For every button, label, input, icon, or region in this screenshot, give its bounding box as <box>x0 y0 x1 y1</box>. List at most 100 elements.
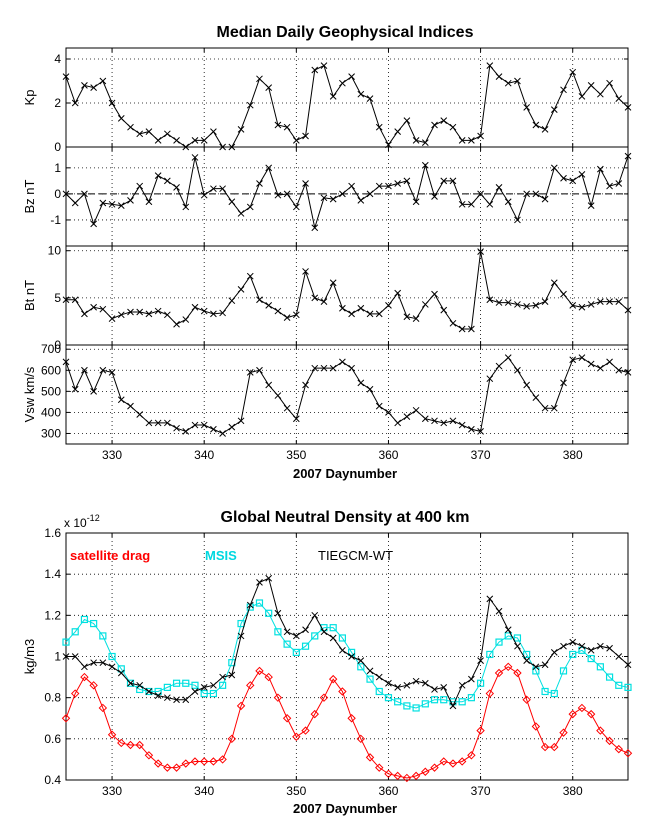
data-point <box>163 177 171 185</box>
data-point <box>514 77 521 85</box>
data-point <box>246 272 254 280</box>
data-point <box>431 193 438 200</box>
data-point <box>578 93 586 100</box>
data-point <box>477 132 484 140</box>
data-point <box>357 90 365 98</box>
data-point <box>577 703 587 713</box>
data-point <box>624 683 632 691</box>
data-point <box>366 190 374 198</box>
data-point <box>329 93 337 100</box>
data-point <box>329 364 337 372</box>
data-point <box>532 302 540 309</box>
series-line-0 <box>65 64 629 148</box>
data-point <box>596 726 605 735</box>
data-point <box>292 203 300 211</box>
data-point <box>274 191 282 199</box>
data-point <box>403 177 411 185</box>
x-tick-label: 350 <box>286 448 306 462</box>
data-point <box>375 402 383 410</box>
data-point <box>200 689 208 698</box>
data-point <box>560 86 567 94</box>
data-point <box>108 315 116 322</box>
data-point <box>366 310 374 318</box>
data-point <box>191 154 199 161</box>
data-point <box>81 663 88 671</box>
data-point <box>550 106 558 113</box>
data-point <box>256 75 263 83</box>
y-tick-label: 5 <box>54 291 61 305</box>
data-point <box>394 419 402 427</box>
data-point <box>449 123 457 131</box>
data-point <box>320 62 328 69</box>
data-point <box>440 684 448 691</box>
data-point <box>624 152 632 160</box>
data-point <box>550 164 558 172</box>
data-point <box>173 137 180 144</box>
data-point <box>357 657 365 664</box>
data-point <box>457 757 467 766</box>
data-point <box>200 191 208 199</box>
data-point <box>448 759 458 768</box>
data-point <box>597 642 604 650</box>
data-point <box>237 126 245 133</box>
data-point <box>624 661 632 669</box>
data-point <box>274 121 282 129</box>
data-point <box>486 595 494 603</box>
data-point <box>200 307 208 315</box>
y-tick-label: 0 <box>54 338 61 352</box>
data-point <box>108 200 116 208</box>
data-point <box>163 763 172 772</box>
data-point <box>144 751 154 760</box>
data-point <box>523 657 531 664</box>
y-axis-label-3: Vsw km/s <box>22 366 37 422</box>
x-tick-label: 370 <box>471 784 491 798</box>
data-point <box>347 714 356 723</box>
data-point <box>597 298 604 305</box>
data-point <box>597 90 604 98</box>
data-point <box>108 369 116 376</box>
data-point <box>614 744 623 754</box>
data-point <box>569 302 577 309</box>
data-point <box>412 406 420 414</box>
data-point <box>228 423 236 431</box>
data-point <box>532 394 540 402</box>
data-point <box>237 417 245 425</box>
data-point <box>412 704 420 712</box>
data-point <box>246 601 254 609</box>
data-point <box>71 689 80 698</box>
data-point <box>126 740 135 750</box>
data-point <box>366 675 374 683</box>
data-point <box>228 198 236 206</box>
data-point <box>468 137 475 144</box>
data-point <box>61 714 71 723</box>
data-point <box>265 574 273 582</box>
data-point <box>219 185 226 193</box>
y-tick-label: 500 <box>41 384 61 398</box>
data-point <box>210 681 217 689</box>
data-point <box>421 700 429 708</box>
data-point <box>90 387 97 395</box>
data-point <box>311 294 319 302</box>
data-point <box>219 430 226 437</box>
y-tick-label: 1.6 <box>44 526 61 540</box>
data-point <box>468 425 475 433</box>
data-point <box>623 749 633 758</box>
data-point <box>559 667 568 675</box>
data-point <box>458 325 466 333</box>
data-point <box>606 298 613 305</box>
data-point <box>514 642 521 650</box>
data-point <box>394 698 402 706</box>
data-point <box>504 198 512 206</box>
y-tick-label: 1.4 <box>44 567 61 581</box>
data-point <box>569 68 577 76</box>
data-point <box>578 642 586 650</box>
data-point <box>495 184 503 191</box>
data-point <box>486 200 494 208</box>
data-point <box>412 137 420 144</box>
data-point <box>523 104 531 111</box>
data-point <box>403 702 411 710</box>
y-tick-label: 2 <box>54 96 61 110</box>
x-tick-label: 380 <box>563 448 583 462</box>
data-point <box>421 161 429 169</box>
data-point <box>311 224 319 232</box>
